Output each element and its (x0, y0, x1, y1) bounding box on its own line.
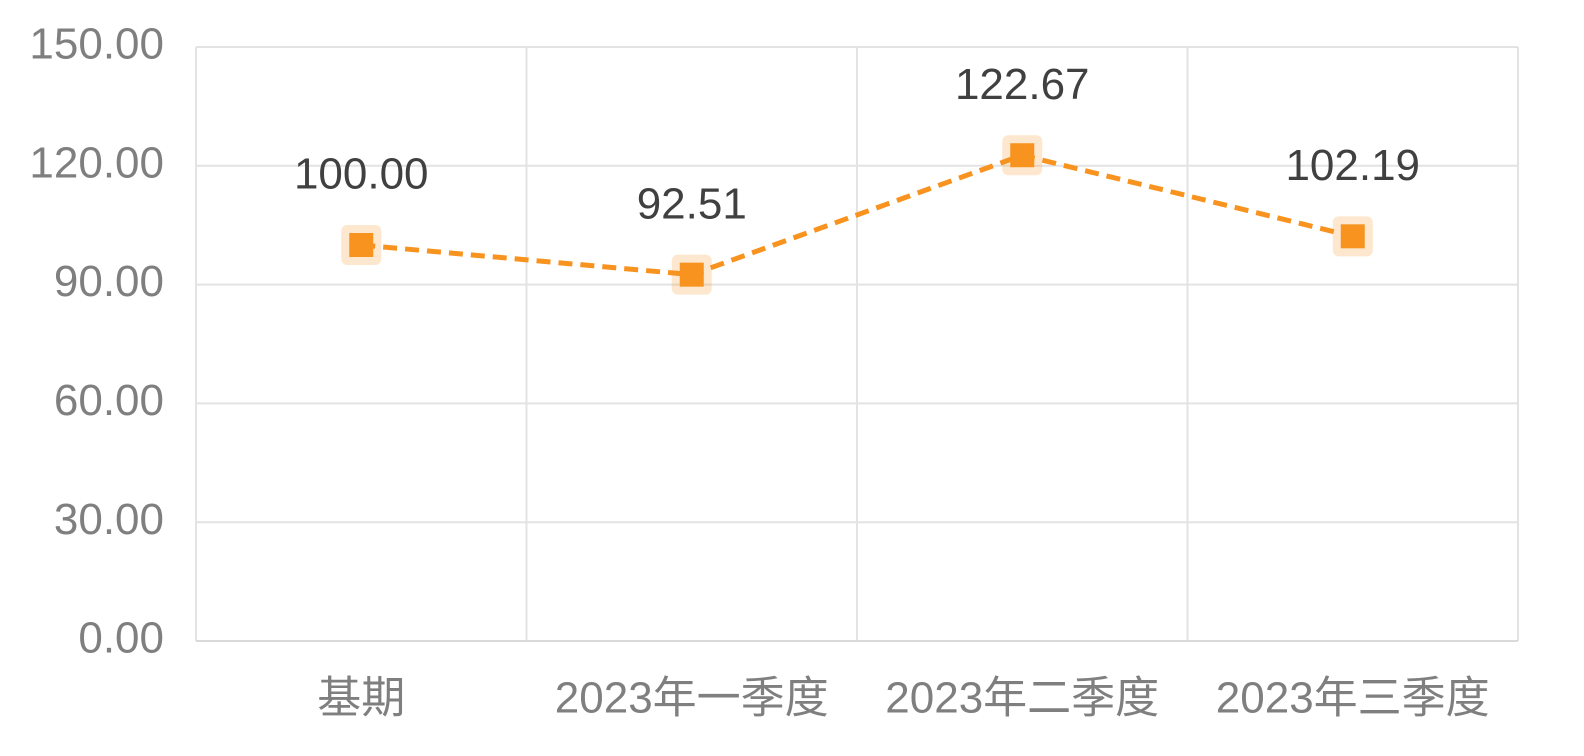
y-tick-label: 60.00 (54, 376, 164, 425)
x-tick-label: 2023年一季度 (555, 674, 829, 723)
x-tick-label: 2023年二季度 (885, 674, 1159, 723)
marker (1010, 143, 1035, 168)
marker (679, 262, 704, 287)
data-label: 102.19 (1285, 141, 1420, 190)
x-tick-label: 基期 (317, 674, 405, 723)
data-label: 100.00 (294, 150, 429, 199)
marker (1340, 224, 1365, 249)
y-tick-label: 120.00 (29, 138, 164, 187)
y-tick-label: 0.00 (78, 614, 164, 663)
data-label: 122.67 (955, 60, 1090, 109)
x-tick-label: 2023年三季度 (1216, 674, 1490, 723)
data-label: 92.51 (637, 179, 747, 228)
y-tick-label: 150.00 (29, 20, 164, 69)
y-tick-label: 30.00 (54, 495, 164, 544)
marker (349, 233, 374, 257)
line (361, 152, 1354, 278)
y-tick-label: 90.00 (54, 257, 164, 306)
